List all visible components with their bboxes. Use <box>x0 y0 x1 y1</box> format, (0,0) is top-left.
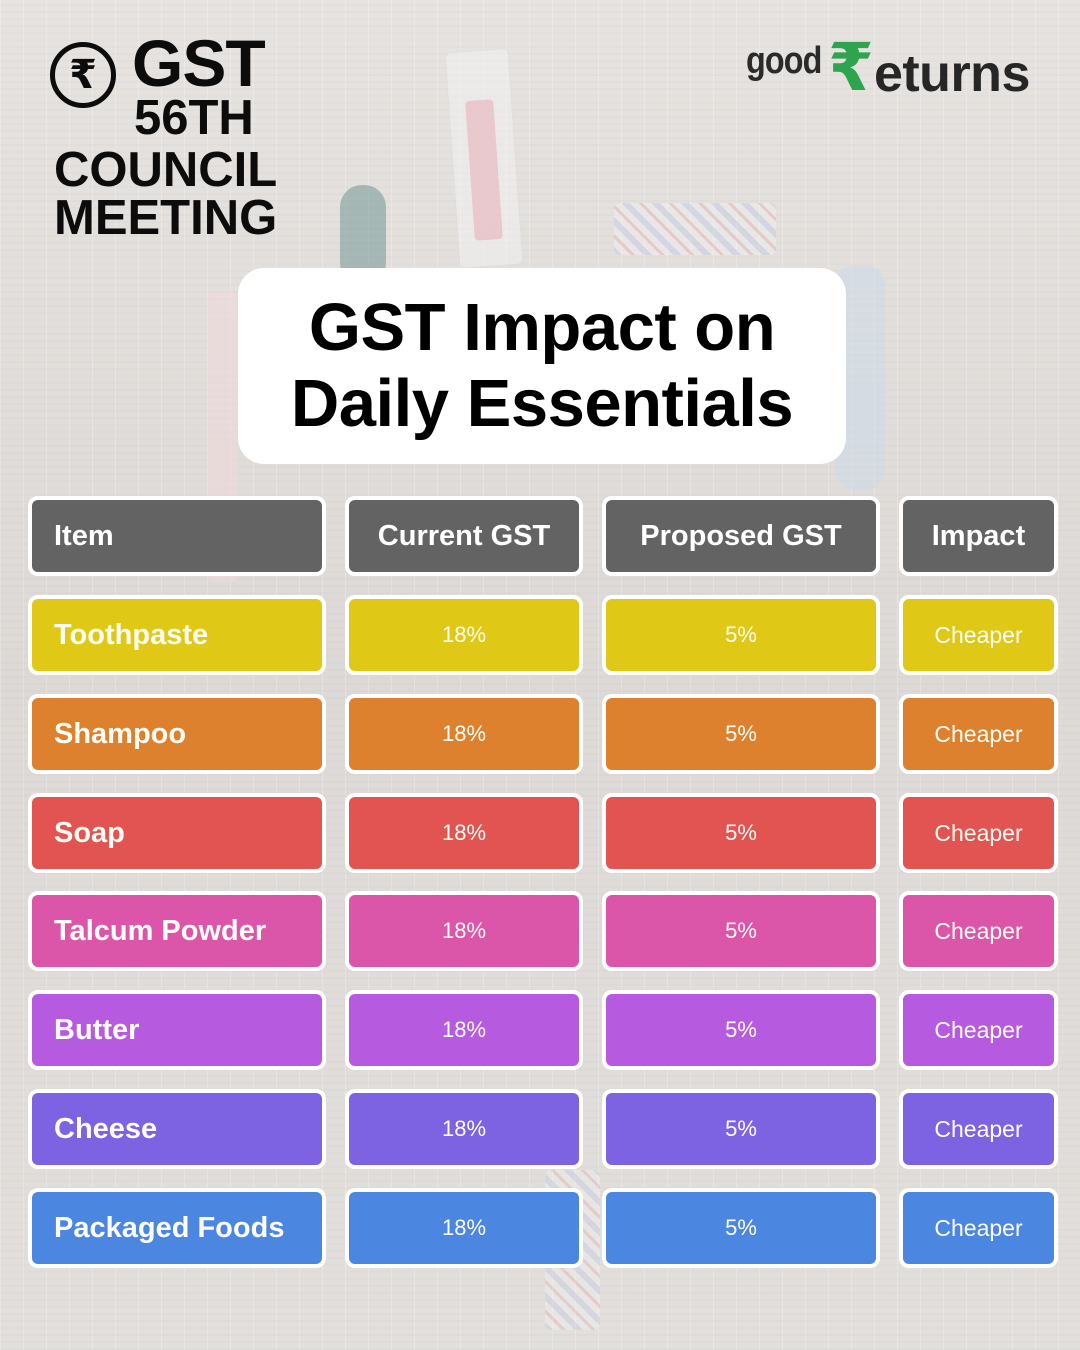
current-gst-cell: 18% <box>345 793 583 873</box>
heading-56th: 56TH <box>134 91 254 145</box>
impact-cell: Cheaper <box>899 990 1058 1070</box>
table-row: Butter 18% 5% Cheaper <box>28 990 1058 1070</box>
current-gst-cell: 18% <box>345 891 583 971</box>
impact-cell: Cheaper <box>899 1188 1058 1268</box>
impact-cell: Cheaper <box>899 891 1058 971</box>
item-cell: Butter <box>28 990 326 1070</box>
proposed-gst-cell: 5% <box>602 793 880 873</box>
proposed-gst-cell: 5% <box>602 891 880 971</box>
current-gst-cell: 18% <box>345 694 583 774</box>
proposed-gst-cell: 5% <box>602 694 880 774</box>
current-gst-cell: 18% <box>345 1089 583 1169</box>
rupee-circle-icon: ₹ <box>50 42 116 108</box>
table-row: Shampoo 18% 5% Cheaper <box>28 694 1058 774</box>
logo-text-good: good <box>746 40 822 82</box>
heading-council: COUNCIL <box>54 143 278 197</box>
column-header-proposed-gst: Proposed GST <box>602 496 880 576</box>
item-cell: Cheese <box>28 1089 326 1169</box>
column-header-item: Item <box>28 496 326 576</box>
goodreturns-logo: good ₹ eturns <box>746 30 1030 116</box>
proposed-gst-cell: 5% <box>602 595 880 675</box>
table-row: Cheese 18% 5% Cheaper <box>28 1089 1058 1169</box>
title-line-1: GST Impact on <box>308 290 776 365</box>
column-header-current-gst: Current GST <box>345 496 583 576</box>
item-cell: Soap <box>28 793 326 873</box>
item-cell: Toothpaste <box>28 595 326 675</box>
impact-cell: Cheaper <box>899 1089 1058 1169</box>
impact-cell: Cheaper <box>899 694 1058 774</box>
bandage-strip-background <box>614 203 776 255</box>
table-header-row: Item Current GST Proposed GST Impact <box>28 496 1058 576</box>
title-card: GST Impact on Daily Essentials <box>238 268 846 464</box>
current-gst-cell: 18% <box>345 595 583 675</box>
logo-text-eturns: eturns <box>873 45 1030 103</box>
title-line-2: Daily Essentials <box>290 366 794 441</box>
proposed-gst-cell: 5% <box>602 990 880 1070</box>
column-header-impact: Impact <box>899 496 1058 576</box>
current-gst-cell: 18% <box>345 990 583 1070</box>
table-row: Talcum Powder 18% 5% Cheaper <box>28 891 1058 971</box>
item-cell: Talcum Powder <box>28 891 326 971</box>
table-row: Soap 18% 5% Cheaper <box>28 793 1058 873</box>
item-cell: Packaged Foods <box>28 1188 326 1268</box>
table-row: Packaged Foods 18% 5% Cheaper <box>28 1188 1058 1268</box>
proposed-gst-cell: 5% <box>602 1188 880 1268</box>
proposed-gst-cell: 5% <box>602 1089 880 1169</box>
impact-cell: Cheaper <box>899 595 1058 675</box>
heading-meeting: MEETING <box>54 191 278 245</box>
rupee-icon: ₹ <box>828 30 874 104</box>
item-cell: Shampoo <box>28 694 326 774</box>
impact-cell: Cheaper <box>899 793 1058 873</box>
heading-gst: GST <box>132 26 266 100</box>
table-row: Toothpaste 18% 5% Cheaper <box>28 595 1058 675</box>
current-gst-cell: 18% <box>345 1188 583 1268</box>
